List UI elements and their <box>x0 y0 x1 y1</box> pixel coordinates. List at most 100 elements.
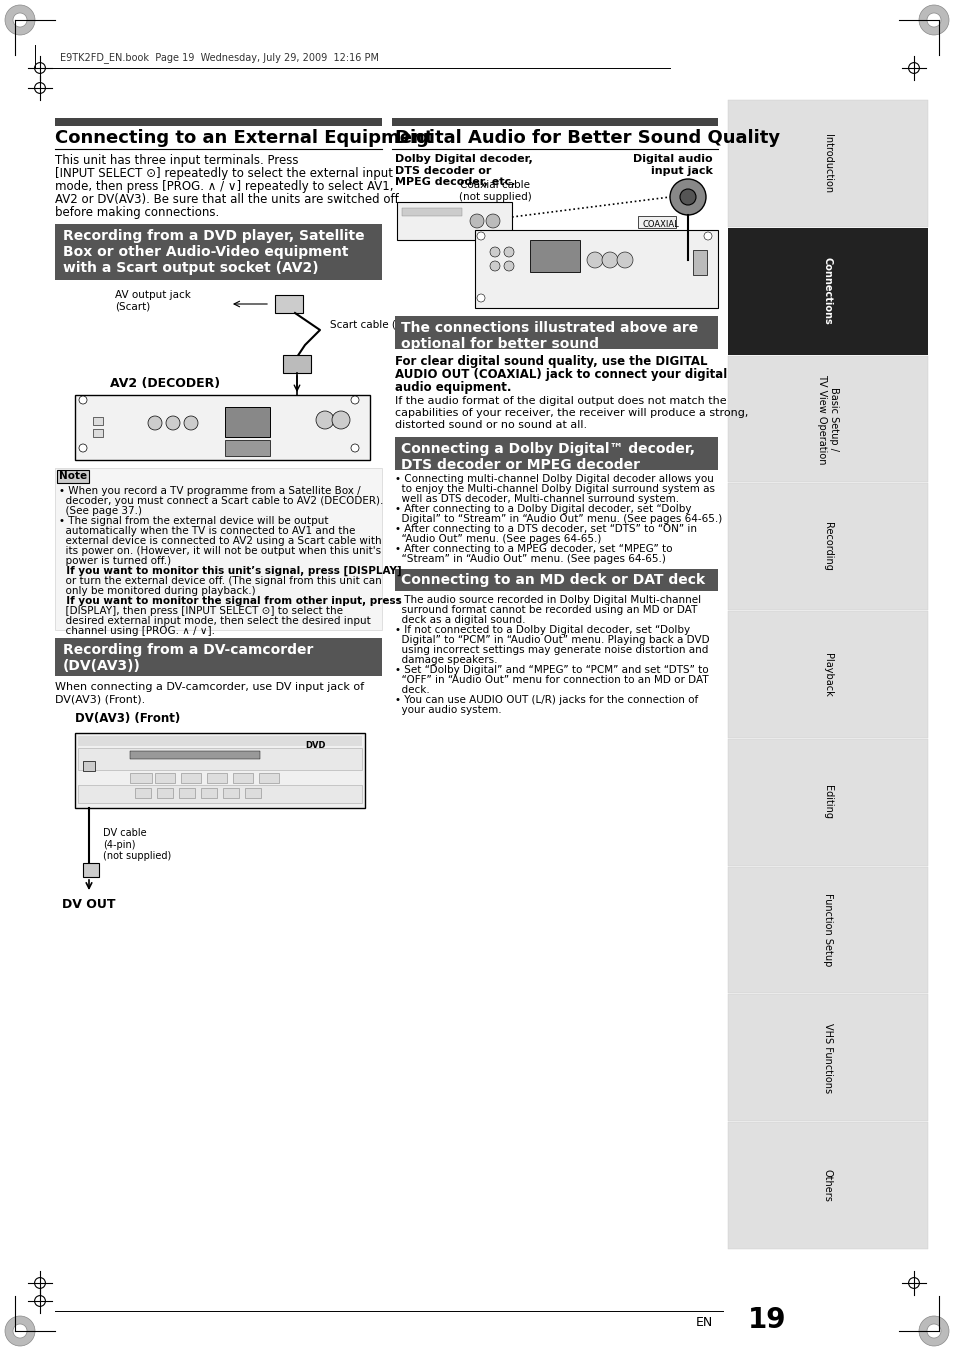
Bar <box>727 355 927 482</box>
Circle shape <box>351 396 358 404</box>
Bar <box>727 100 927 227</box>
Circle shape <box>79 396 87 404</box>
Bar <box>727 100 927 227</box>
Text: Playback: Playback <box>822 653 832 696</box>
Text: • After connecting to a Dolby Digital decoder, set “Dolby: • After connecting to a Dolby Digital de… <box>395 504 691 513</box>
Bar <box>283 355 311 373</box>
Bar <box>75 394 370 459</box>
Text: before making connections.: before making connections. <box>55 205 219 219</box>
Circle shape <box>13 1324 27 1337</box>
Text: • After connecting to a MPEG decoder, set “MPEG” to: • After connecting to a MPEG decoder, se… <box>395 544 672 554</box>
Bar <box>638 216 676 228</box>
Circle shape <box>503 261 514 272</box>
Text: DV(AV3) (Front): DV(AV3) (Front) <box>75 712 180 725</box>
Bar <box>395 569 718 590</box>
Text: COAXIAL: COAXIAL <box>642 220 679 230</box>
Text: Others: Others <box>822 1169 832 1202</box>
Text: If you want to monitor this unit’s signal, press [DISPLAY]: If you want to monitor this unit’s signa… <box>59 566 401 577</box>
Bar <box>78 736 361 746</box>
Bar <box>258 773 278 784</box>
Text: Digital” to “PCM” in “Audio Out” menu. Playing back a DVD: Digital” to “PCM” in “Audio Out” menu. P… <box>395 635 709 644</box>
Bar <box>727 867 927 993</box>
Bar <box>135 788 151 798</box>
Text: • You can use AUDIO OUT (L/R) jacks for the connection of: • You can use AUDIO OUT (L/R) jacks for … <box>395 694 698 705</box>
Bar <box>727 994 927 1121</box>
Circle shape <box>926 14 940 27</box>
Text: Connecting a Dolby Digital™ decoder,
DTS decoder or MPEG decoder: Connecting a Dolby Digital™ decoder, DTS… <box>400 442 695 473</box>
Circle shape <box>918 5 948 35</box>
Circle shape <box>490 261 499 272</box>
Text: (See page 37.): (See page 37.) <box>59 507 142 516</box>
Bar <box>727 739 927 866</box>
Bar <box>396 203 512 240</box>
Bar <box>727 228 927 354</box>
Text: automatically when the TV is connected to AV1 and the: automatically when the TV is connected t… <box>59 526 355 536</box>
Bar <box>55 467 381 630</box>
Bar <box>225 407 270 436</box>
Circle shape <box>332 411 350 430</box>
Text: using incorrect settings may generate noise distortion and: using incorrect settings may generate no… <box>395 644 708 655</box>
Bar <box>727 355 927 482</box>
Circle shape <box>703 232 711 240</box>
Circle shape <box>315 411 334 430</box>
Bar <box>225 440 270 457</box>
Text: distorted sound or no sound at all.: distorted sound or no sound at all. <box>395 420 586 430</box>
Bar <box>78 785 361 802</box>
Text: audio equipment.: audio equipment. <box>395 381 511 394</box>
Text: • The signal from the external device will be output: • The signal from the external device wi… <box>59 516 328 526</box>
Text: Connecting to an External Equipment: Connecting to an External Equipment <box>55 128 433 147</box>
Text: to enjoy the Multi-channel Dolby Digital surround system as: to enjoy the Multi-channel Dolby Digital… <box>395 484 714 494</box>
Text: 19: 19 <box>747 1306 785 1333</box>
Bar <box>207 773 227 784</box>
Bar <box>83 761 95 771</box>
Bar <box>201 788 216 798</box>
Bar <box>154 773 174 784</box>
Circle shape <box>601 253 618 267</box>
Text: AV output jack
(Scart): AV output jack (Scart) <box>115 290 191 312</box>
Bar <box>157 788 172 798</box>
Circle shape <box>490 247 499 257</box>
Bar <box>55 638 381 676</box>
Text: If the audio format of the digital output does not match the: If the audio format of the digital outpu… <box>395 396 726 407</box>
Text: DV OUT: DV OUT <box>62 898 115 911</box>
Bar <box>274 295 303 313</box>
Bar <box>727 1123 927 1250</box>
Text: VHS Functions: VHS Functions <box>822 1023 832 1093</box>
Text: well as DTS decoder, Multi-channel surround system.: well as DTS decoder, Multi-channel surro… <box>395 494 679 504</box>
Text: Coaxial cable
(not supplied): Coaxial cable (not supplied) <box>458 180 531 201</box>
Bar <box>223 788 239 798</box>
Text: Connections: Connections <box>822 257 832 326</box>
Text: When connecting a DV-camcorder, use DV input jack of: When connecting a DV-camcorder, use DV i… <box>55 682 364 692</box>
Bar <box>727 484 927 611</box>
Text: Recording: Recording <box>822 523 832 571</box>
Bar <box>395 436 718 470</box>
Bar <box>727 1123 927 1250</box>
Text: power is turned off.): power is turned off.) <box>59 557 171 566</box>
Text: • Connecting multi-channel Dolby Digital decoder allows you: • Connecting multi-channel Dolby Digital… <box>395 474 713 484</box>
Text: mode, then press [PROG. ∧ / ∨] repeatedly to select AV1,: mode, then press [PROG. ∧ / ∨] repeatedl… <box>55 180 393 193</box>
Text: E9TK2FD_EN.book  Page 19  Wednesday, July 29, 2009  12:16 PM: E9TK2FD_EN.book Page 19 Wednesday, July … <box>60 51 378 63</box>
Circle shape <box>617 253 633 267</box>
Bar <box>727 611 927 738</box>
Circle shape <box>485 213 499 228</box>
Circle shape <box>148 416 162 430</box>
Bar <box>233 773 253 784</box>
Circle shape <box>503 247 514 257</box>
Text: Function Setup: Function Setup <box>822 893 832 967</box>
Text: Connecting to an MD deck or DAT deck: Connecting to an MD deck or DAT deck <box>400 573 704 586</box>
Bar <box>130 773 152 784</box>
Circle shape <box>470 213 483 228</box>
Bar <box>75 734 365 808</box>
Text: DV(AV3) (Front).: DV(AV3) (Front). <box>55 694 145 705</box>
Text: Digital Audio for Better Sound Quality: Digital Audio for Better Sound Quality <box>395 128 780 147</box>
Text: only be monitored during playback.): only be monitored during playback.) <box>59 586 255 596</box>
Bar <box>401 208 461 216</box>
Text: capabilities of your receiver, the receiver will produce a strong,: capabilities of your receiver, the recei… <box>395 408 747 417</box>
Text: external device is connected to AV2 using a Scart cable with: external device is connected to AV2 usin… <box>59 536 381 546</box>
Bar <box>727 611 927 738</box>
Bar <box>92 417 103 426</box>
Bar <box>727 739 927 866</box>
Text: Digital” to “Stream” in “Audio Out” menu. (See pages 64-65.): Digital” to “Stream” in “Audio Out” menu… <box>395 513 721 524</box>
Text: Scart cable (not supplied): Scart cable (not supplied) <box>330 320 464 330</box>
Circle shape <box>351 444 358 453</box>
